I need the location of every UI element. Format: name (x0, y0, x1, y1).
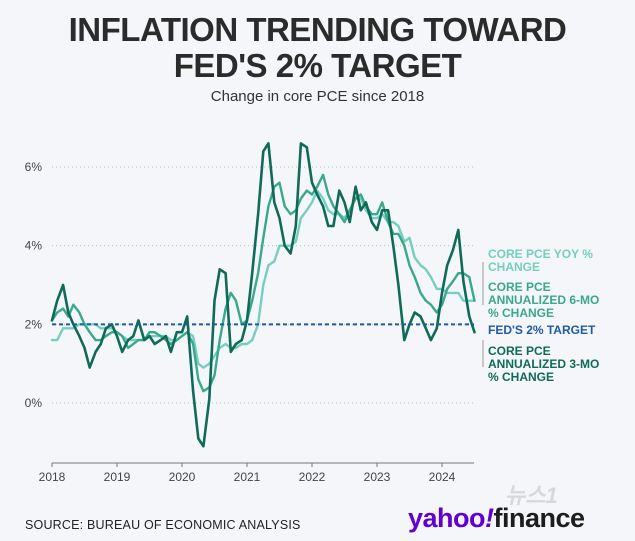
legend-label-yoy: CHANGE (488, 260, 540, 274)
y-tick-label: 2% (25, 317, 43, 331)
legend-label-three_mo: % CHANGE (488, 370, 554, 384)
y-tick-label: 0% (25, 396, 43, 410)
legend-label-three_mo: ANNUALIZED 3-MO (488, 357, 599, 371)
x-tick-label: 2019 (104, 470, 131, 484)
chart-title-line-1: INFLATION TRENDING TOWARD (68, 11, 567, 48)
legend-label-six_mo: % CHANGE (488, 306, 554, 320)
yahoo-finance-logo: yahoo!finance (408, 503, 585, 534)
y-tick-label: 4% (25, 239, 43, 253)
logo-yahoo: yahoo (408, 503, 486, 533)
logo-finance: finance (493, 503, 586, 533)
chart-title: INFLATION TRENDING TOWARD FED'S 2% TARGE… (0, 12, 635, 84)
x-tick-label: 2020 (169, 470, 196, 484)
x-tick-label: 2021 (234, 470, 261, 484)
logo-bang: ! (485, 503, 494, 533)
chart-title-line-2: FED'S 2% TARGET (173, 47, 462, 84)
legend-label-six_mo: ANNUALIZED 6-MO (488, 293, 599, 307)
series-line-three_mo (50, 142, 476, 448)
legend-label-six_mo: CORE PCE (488, 280, 551, 294)
source-note: SOURCE: BUREAU OF ECONOMIC ANALYSIS (25, 518, 301, 532)
series-line-yoy (50, 189, 476, 369)
legend-label-three_mo: CORE PCE (488, 344, 551, 358)
chart-subtitle: Change in core PCE since 2018 (210, 88, 425, 105)
watermark: 뉴스1 (505, 483, 558, 508)
x-tick-label: 2018 (39, 470, 66, 484)
series-line-six_mo (50, 173, 476, 393)
x-tick-label: 2023 (364, 470, 391, 484)
y-tick-label: 6% (25, 160, 43, 174)
x-tick-label: 2022 (299, 470, 326, 484)
legend-label-target: FED'S 2% TARGET (488, 323, 596, 337)
legend-label-yoy: CORE PCE YOY % (488, 247, 593, 261)
x-tick-label: 2024 (429, 470, 456, 484)
